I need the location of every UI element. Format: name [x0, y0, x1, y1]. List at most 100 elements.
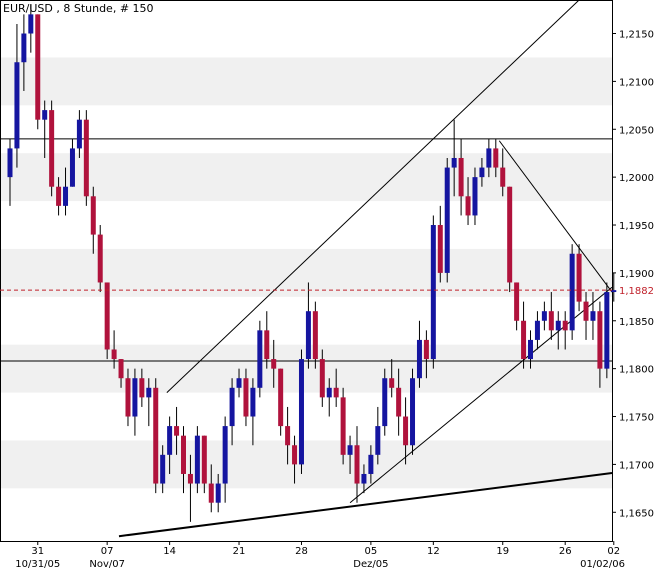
candle-body-up	[250, 387, 256, 417]
candle-body-up	[347, 445, 353, 455]
candle	[250, 378, 256, 446]
candle-body-up	[194, 435, 200, 484]
candle	[354, 426, 360, 503]
candle	[215, 473, 221, 513]
candle-body-down	[285, 426, 291, 446]
candle-body-down	[437, 225, 443, 273]
candle	[257, 320, 263, 398]
y-tick-label: 1,2000	[619, 173, 654, 184]
channel-lower-line	[349, 286, 613, 504]
candle-body-down	[187, 473, 193, 484]
candle-body-down	[396, 387, 402, 417]
candle-body-down	[125, 378, 131, 417]
candle-body-up	[305, 311, 311, 360]
candle	[271, 339, 277, 388]
candle-body-up	[236, 378, 242, 388]
descending-trendline	[498, 140, 613, 293]
candle	[382, 368, 388, 436]
candle-body-down	[597, 311, 603, 369]
candle	[181, 426, 186, 494]
candle-body-up	[298, 359, 304, 465]
candle	[430, 215, 436, 369]
candle	[174, 406, 180, 455]
candle	[104, 282, 110, 360]
candle-body-up	[430, 225, 436, 360]
candle-body-up	[146, 387, 152, 398]
candle-body-down	[271, 359, 277, 369]
candle	[305, 282, 311, 369]
y-tick-label: 1,1800	[619, 365, 654, 376]
candle-body-down	[243, 378, 249, 417]
x-period-label: 01/02/06	[580, 559, 625, 570]
candle	[111, 330, 117, 369]
candle	[444, 157, 450, 283]
candle	[194, 426, 200, 494]
candle	[285, 406, 291, 465]
candle	[479, 157, 485, 187]
candle	[528, 330, 533, 369]
candle	[229, 378, 235, 446]
candle	[451, 119, 457, 197]
candle	[63, 167, 69, 216]
candle-body-down	[319, 359, 325, 398]
candle-body-down	[56, 186, 62, 206]
candle	[361, 464, 367, 494]
candle-body-down	[201, 435, 207, 484]
candle	[611, 272, 617, 302]
candle	[42, 100, 48, 158]
y-tick-label: 1,1650	[619, 508, 654, 519]
grid-band	[1, 153, 612, 202]
candle	[83, 110, 89, 206]
candle-body-down	[465, 196, 471, 216]
candle-body-down	[139, 378, 145, 398]
candle	[326, 378, 332, 417]
candle	[312, 301, 318, 369]
candle-body-up	[375, 426, 381, 455]
x-tick-label: 02	[607, 546, 620, 557]
candle	[90, 186, 96, 254]
channel-upper-line	[166, 0, 580, 393]
candle	[396, 368, 402, 436]
candle-body-down	[35, 14, 41, 120]
candle-body-down	[583, 301, 589, 321]
y-tick-label: 1,2050	[619, 125, 654, 136]
candle	[153, 378, 159, 494]
candle	[292, 435, 298, 484]
y-tick-label: 1,1750	[619, 413, 654, 424]
candle	[423, 330, 429, 379]
candle	[500, 148, 506, 197]
candle	[548, 292, 554, 340]
candle	[458, 138, 464, 216]
x-tick-label: 12	[427, 546, 440, 557]
candle	[347, 435, 353, 474]
candle-body-down	[514, 282, 520, 321]
candle	[507, 186, 513, 293]
candle	[201, 435, 207, 494]
candle-body-down	[278, 368, 284, 427]
candle-body-up	[28, 14, 34, 34]
candle-body-down	[208, 483, 214, 503]
candle	[534, 311, 540, 350]
candle-body-down	[403, 416, 409, 446]
candle	[298, 349, 304, 474]
candle-body-down	[423, 339, 429, 360]
candle-body-down	[97, 234, 103, 283]
y-tick-label: 1,1950	[619, 221, 654, 232]
candle	[139, 368, 145, 407]
candle-body-down	[521, 320, 527, 360]
candle	[146, 378, 152, 427]
candle-body-up	[451, 157, 457, 168]
candle	[333, 368, 339, 407]
candle-body-down	[292, 445, 298, 465]
candle-body-down	[153, 387, 159, 484]
candle-body-down	[458, 157, 464, 197]
candle-body-up	[42, 110, 48, 120]
candle-body-up	[14, 62, 20, 149]
candle-body-up	[222, 426, 228, 484]
candle	[132, 368, 138, 436]
candle	[97, 225, 103, 293]
x-tick-label: 28	[295, 546, 308, 557]
candle-body-down	[264, 330, 270, 360]
candle-body-down	[104, 282, 110, 350]
candle	[208, 464, 214, 513]
